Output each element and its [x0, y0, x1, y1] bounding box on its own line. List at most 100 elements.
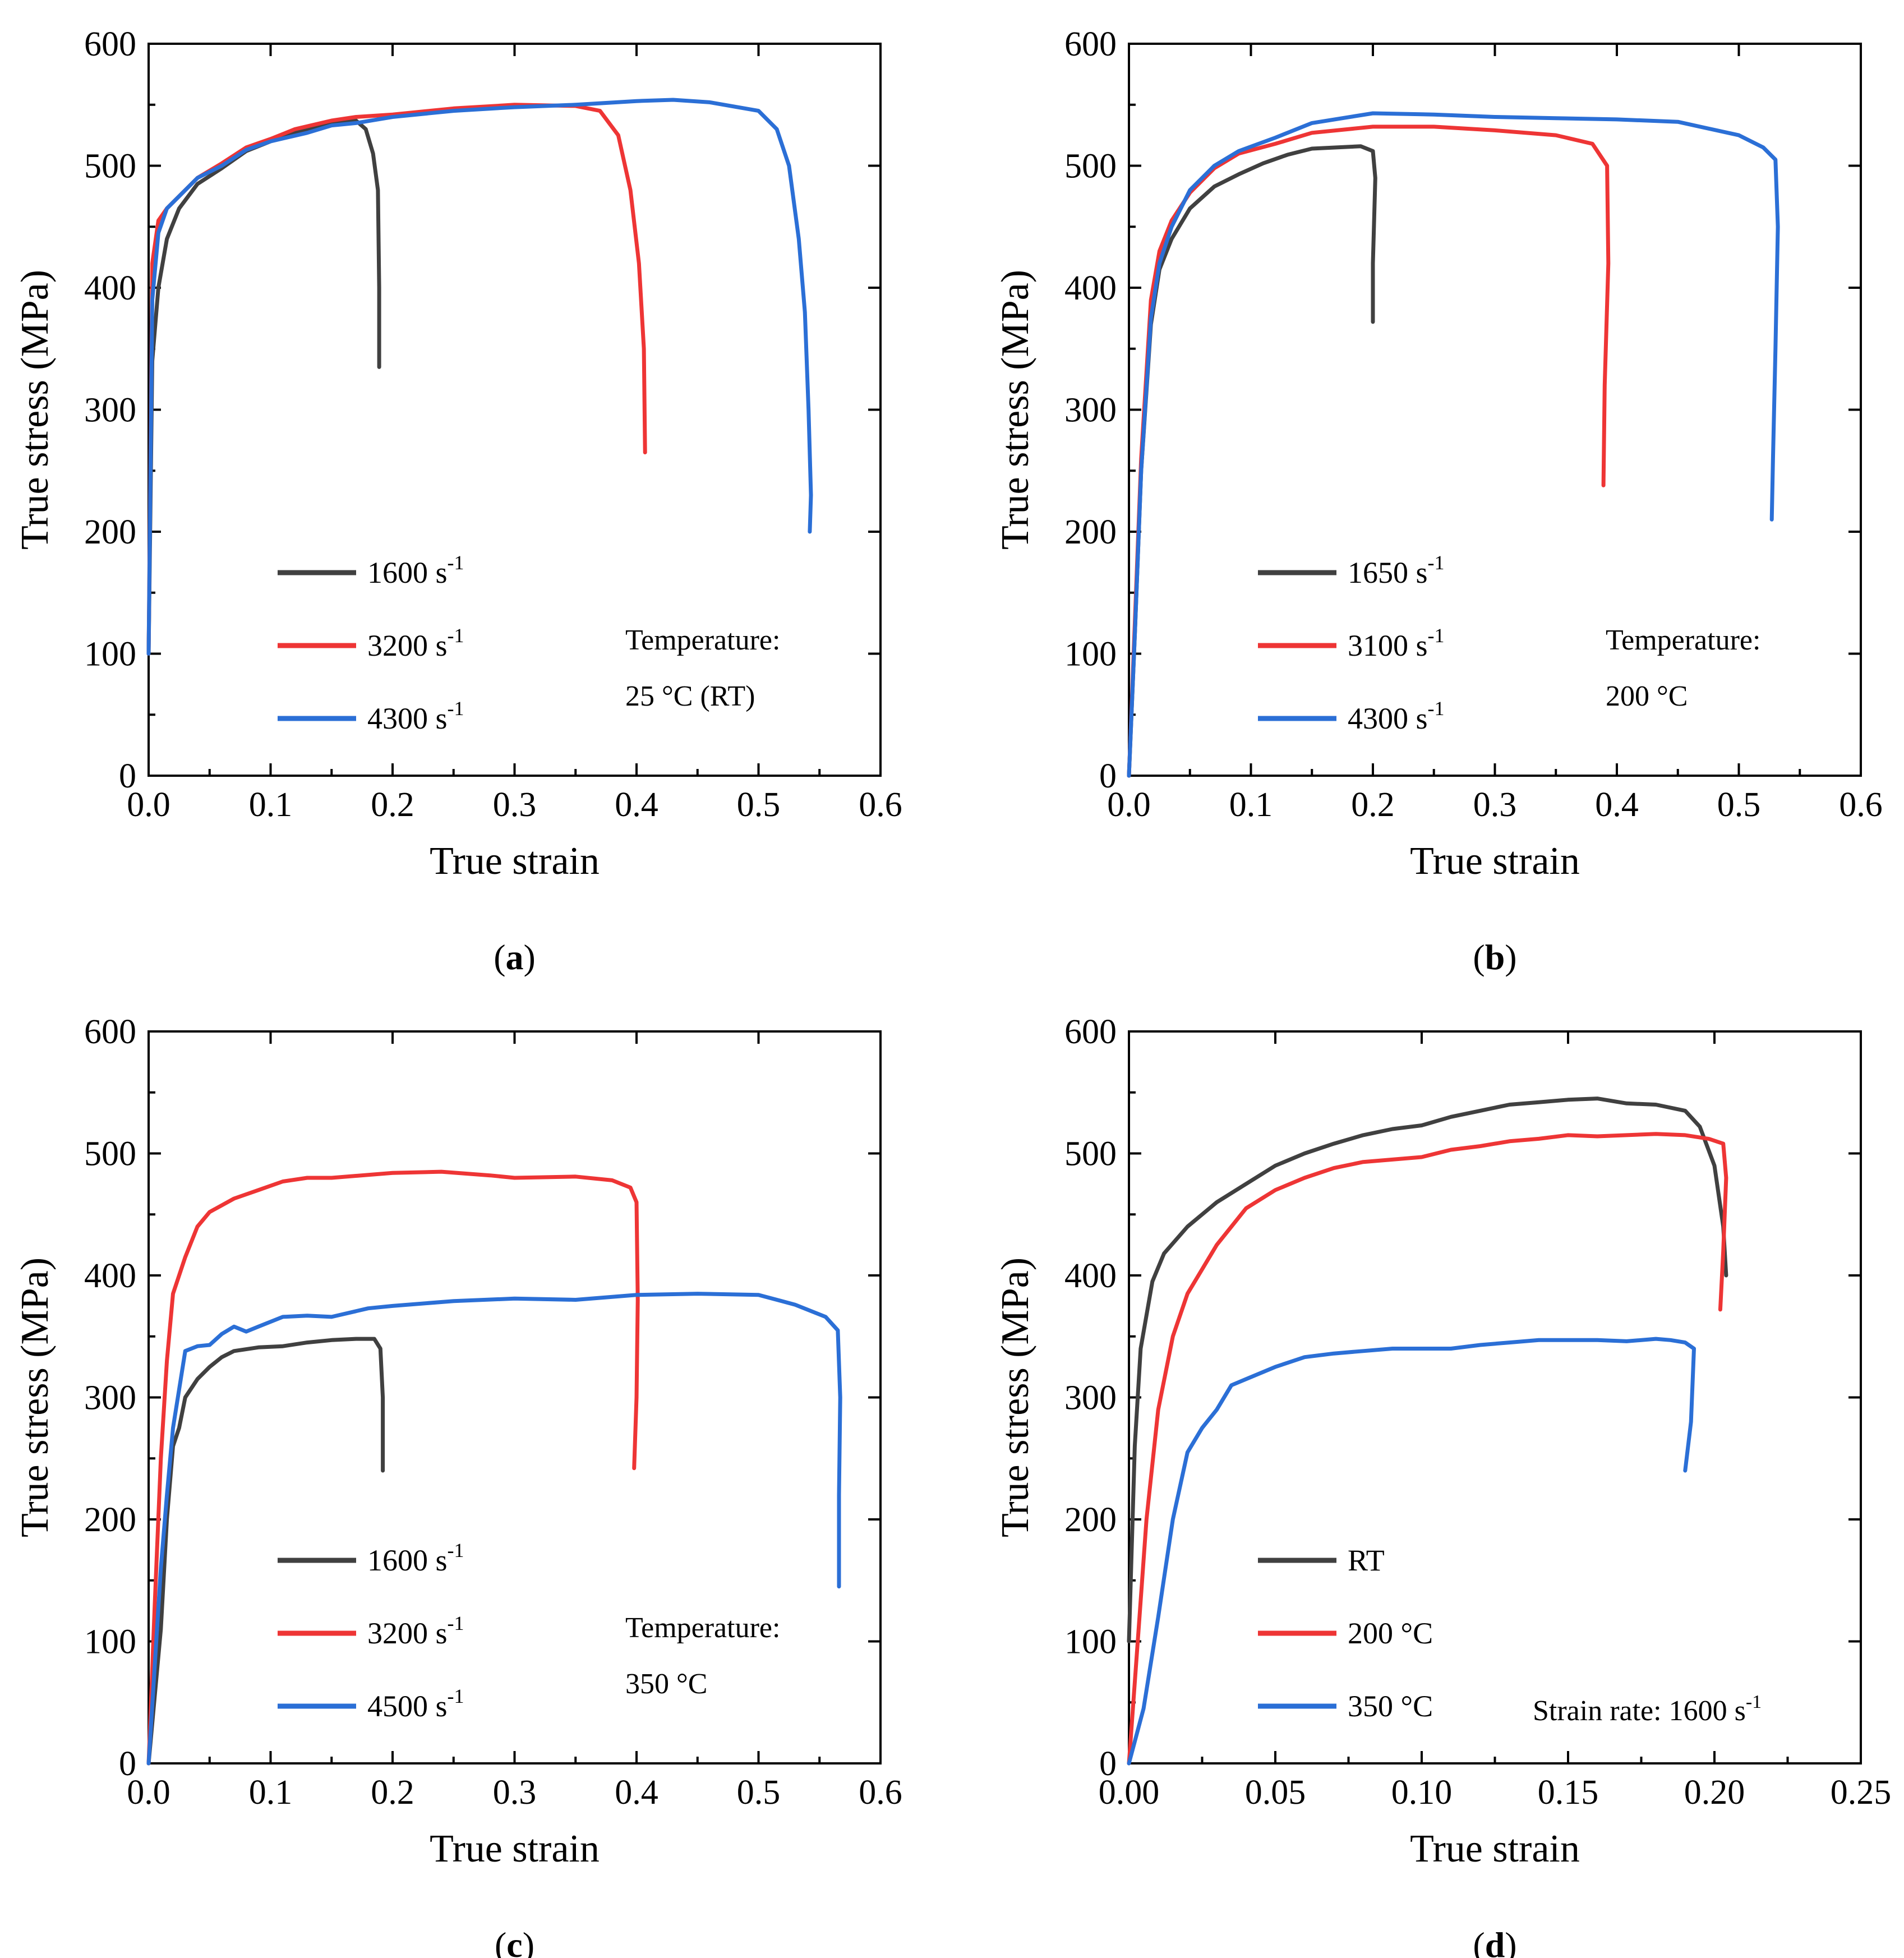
- y-tick-label: 100: [84, 1623, 136, 1661]
- y-tick-label: 200: [84, 1501, 136, 1539]
- y-tick-label: 600: [1064, 25, 1117, 63]
- y-tick-label: 400: [1064, 269, 1117, 307]
- caption-open: (: [1473, 1925, 1485, 1958]
- x-tick-label: 0.0: [1107, 786, 1151, 824]
- legend-name: 350 °C: [1348, 1689, 1433, 1723]
- plot-frame: [1128, 1030, 1862, 1764]
- y-tick-label: 200: [1064, 513, 1117, 551]
- x-axis-title: True strain: [430, 840, 600, 883]
- legend-superscript: -1: [448, 1539, 464, 1561]
- caption-close: ): [1505, 1925, 1516, 1958]
- legend-superscript: -1: [1428, 697, 1445, 720]
- legend-label: 1600 s-1: [367, 1539, 464, 1577]
- y-tick-label: 0: [1099, 757, 1117, 795]
- x-tick-label: 0.4: [615, 1773, 658, 1812]
- series-line-2: [1127, 111, 1780, 778]
- caption-letter: a: [506, 937, 524, 977]
- y-tick-label: 600: [1064, 1013, 1117, 1051]
- y-tick-label: 300: [84, 1379, 136, 1417]
- y-axis-title: True stress (MPa): [13, 270, 57, 550]
- x-tick-label: 0.0: [127, 786, 170, 824]
- plot-frame: [147, 43, 882, 777]
- legend-superscript: -1: [1428, 624, 1445, 647]
- x-tick-label: 0.05: [1245, 1773, 1306, 1812]
- x-tick-label: 0.5: [737, 1773, 781, 1812]
- legend-superscript: -1: [448, 1612, 464, 1634]
- series-line-1: [1127, 1132, 1728, 1766]
- y-tick-label: 500: [1064, 1135, 1117, 1173]
- x-tick-label: 0.10: [1391, 1773, 1453, 1812]
- panel-b: 0 100 200 300 400 500 600 0.0 0.1 0.2 0.3 0.4 0.5 0.6…: [994, 25, 1883, 977]
- legend-superscript: -1: [448, 624, 464, 647]
- annotation-line-1: Temperature:: [625, 624, 780, 656]
- y-tick-label: 600: [84, 25, 136, 63]
- legend-label: RT: [1348, 1544, 1385, 1577]
- legend-label: 4300 s-1: [367, 697, 464, 735]
- caption-close: ): [1505, 937, 1516, 977]
- legend-label: 3200 s-1: [367, 1612, 464, 1650]
- x-tick-label: 0.3: [493, 1773, 537, 1812]
- y-tick-label: 0: [1099, 1745, 1117, 1783]
- x-tick-label: 0.3: [493, 786, 537, 824]
- annotation-text: Strain rate: 1600 s: [1533, 1695, 1746, 1727]
- legend-superscript: -1: [448, 551, 464, 574]
- y-tick-label: 100: [1064, 635, 1117, 674]
- y-tick-label: 0: [119, 1745, 136, 1783]
- x-tick-label: 0.0: [127, 1773, 170, 1812]
- x-tick-label: 0.2: [371, 1773, 414, 1812]
- panel-c: 0 100 200 300 400 500 600 0.0 0.1 0.2 0.3 0.4 0.5 0.6…: [13, 1013, 902, 1958]
- panel-d: 0 100 200 300 400 500 600 0.00 0.05 0.10 0.15 0.20 0…: [994, 1013, 1891, 1958]
- y-tick-label: 400: [1064, 1257, 1117, 1295]
- legend-name: 4300 s: [1348, 702, 1428, 735]
- legend-superscript: -1: [448, 1685, 464, 1707]
- y-tick-label: 300: [1064, 1379, 1117, 1417]
- legend-superscript: -1: [1428, 551, 1445, 574]
- legend-label: 4300 s-1: [1348, 697, 1445, 735]
- legend-label: 1650 s-1: [1348, 551, 1445, 589]
- annotation-line-1: Temperature:: [1606, 624, 1760, 656]
- y-tick-label: 300: [84, 391, 136, 430]
- y-tick-label: 200: [84, 513, 136, 551]
- x-axis-title: True strain: [1410, 1827, 1580, 1871]
- panel-a: 0 100 200 300 400 500 600 0.0 0.1 0.2 0.3 0.4 0.5 0.6…: [13, 25, 902, 977]
- x-tick-label: 0.25: [1831, 1773, 1892, 1812]
- legend-name: 3200 s: [367, 1616, 448, 1650]
- x-axis-title: True strain: [1410, 840, 1580, 883]
- y-axis-title: True stress (MPa): [994, 270, 1037, 550]
- legend-label: 3200 s-1: [367, 624, 464, 662]
- caption-close: ): [523, 1925, 534, 1958]
- legend-label: 1600 s-1: [367, 551, 464, 589]
- legend-name: 1600 s: [367, 1544, 448, 1577]
- annotation-line-2: 350 °C: [625, 1668, 707, 1700]
- x-tick-label: 0.6: [1839, 786, 1883, 824]
- legend-label: 350 °C: [1348, 1689, 1433, 1723]
- y-tick-label: 200: [1064, 1501, 1117, 1539]
- x-tick-label: 0.15: [1538, 1773, 1599, 1812]
- y-tick-label: 500: [84, 1135, 136, 1173]
- legend-name: 1650 s: [1348, 556, 1428, 589]
- legend-name: RT: [1348, 1544, 1385, 1577]
- series-line-1: [146, 1169, 640, 1766]
- caption-letter: d: [1485, 1925, 1505, 1958]
- y-tick-label: 100: [1064, 1623, 1117, 1661]
- y-tick-label: 600: [84, 1013, 136, 1051]
- x-axis-title: True strain: [430, 1827, 600, 1871]
- x-tick-label: 0.20: [1684, 1773, 1745, 1812]
- y-tick-label: 500: [84, 148, 136, 186]
- series-line-0: [1127, 1097, 1728, 1643]
- legend-name: 3100 s: [1348, 629, 1428, 662]
- panel-caption: (b): [1473, 937, 1516, 977]
- x-tick-label: 0.1: [1229, 786, 1273, 824]
- series-line-2: [1127, 1337, 1696, 1766]
- series-line-2: [146, 1292, 842, 1766]
- x-tick-label: 0.1: [249, 786, 293, 824]
- x-tick-label: 0.00: [1099, 1773, 1160, 1812]
- legend-superscript: -1: [448, 697, 464, 720]
- x-tick-label: 0.2: [1351, 786, 1395, 824]
- caption-open: (: [1473, 937, 1485, 977]
- plot-frame: [147, 1030, 882, 1764]
- y-tick-label: 100: [84, 635, 136, 674]
- annotation-line-2: 200 °C: [1606, 680, 1688, 712]
- x-tick-label: 0.1: [249, 1773, 293, 1812]
